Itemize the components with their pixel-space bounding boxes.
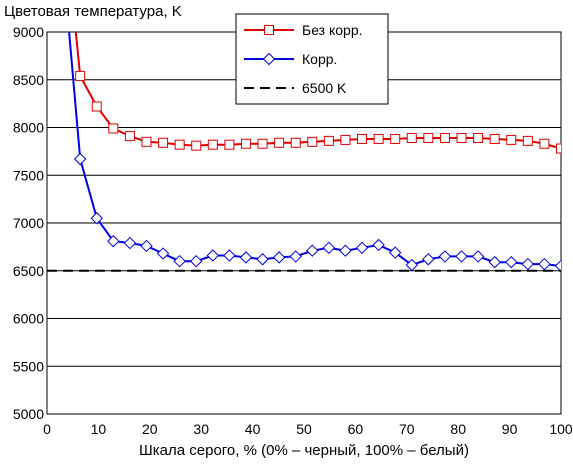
data-point <box>322 241 336 255</box>
chart-title: Цветовая температура, K <box>4 3 182 20</box>
data-point <box>108 123 119 134</box>
data-point <box>473 133 484 144</box>
x-tick-label: 70 <box>399 421 415 437</box>
data-point <box>538 257 551 271</box>
data-point <box>191 140 202 151</box>
x-tick-label: 10 <box>91 421 107 437</box>
y-tick-label: 8000 <box>13 120 44 136</box>
data-point <box>323 135 334 146</box>
data-point <box>423 133 434 144</box>
legend-item: Корр. <box>244 51 337 67</box>
data-point <box>439 133 450 144</box>
x-tick-label: 100 <box>549 421 573 437</box>
data-point <box>405 258 418 272</box>
series-layer <box>47 32 561 273</box>
data-point <box>355 241 369 255</box>
y-tick-label: 9000 <box>13 24 44 40</box>
y-tick-label: 7500 <box>13 167 44 183</box>
data-point <box>158 137 169 148</box>
data-point <box>488 255 501 269</box>
data-point <box>274 137 285 148</box>
data-point <box>156 247 170 260</box>
x-tick-label: 30 <box>193 421 209 437</box>
legend-label: 6500 K <box>302 80 347 96</box>
data-point <box>539 138 550 149</box>
y-axis-ticks: 5000 5500 6000 6500 7000 7500 8000 8500 9000 <box>13 24 44 422</box>
x-tick-label: 60 <box>348 421 364 437</box>
legend-label: Корр. <box>302 51 337 67</box>
data-point <box>141 136 152 147</box>
data-point <box>438 250 452 263</box>
legend-item: 6500 K <box>244 80 347 96</box>
data-point <box>140 239 153 253</box>
data-point <box>456 133 467 144</box>
data-point <box>75 70 86 81</box>
data-point <box>90 212 103 225</box>
x-tick-label: 50 <box>296 421 312 437</box>
y-tick-label: 5500 <box>13 358 44 374</box>
data-point <box>91 101 102 112</box>
series-1 <box>68 32 561 273</box>
legend-marker <box>262 52 276 66</box>
data-point <box>290 137 301 148</box>
data-point <box>388 246 402 259</box>
data-point <box>107 234 120 248</box>
y-tick-label: 6000 <box>13 311 44 327</box>
data-point <box>174 139 185 150</box>
data-point <box>124 131 135 142</box>
x-tick-label: 20 <box>142 421 158 437</box>
y-tick-label: 6500 <box>13 263 44 279</box>
legend-marker <box>264 25 274 35</box>
data-point <box>223 249 236 262</box>
x-tick-label: 80 <box>450 421 466 437</box>
data-point <box>340 134 351 145</box>
data-point <box>272 251 286 264</box>
legend: Без корр. Корр. 6500 K <box>235 13 389 105</box>
legend-label: Без корр. <box>302 22 363 38</box>
data-point <box>505 255 518 269</box>
data-point <box>339 244 352 257</box>
data-point <box>556 143 561 154</box>
data-point <box>239 251 253 264</box>
data-point <box>256 253 269 266</box>
data-point <box>224 139 235 150</box>
data-point <box>123 236 137 250</box>
data-point <box>554 259 561 273</box>
x-axis-label: Шкала серого, % (0% – черный, 100% – бел… <box>139 442 469 459</box>
data-point <box>455 250 468 263</box>
data-point <box>471 250 485 263</box>
data-point <box>422 253 435 266</box>
data-point <box>190 254 203 268</box>
y-tick-label: 8500 <box>13 72 44 88</box>
data-point <box>521 257 535 271</box>
data-point <box>307 136 318 147</box>
data-point <box>257 138 268 149</box>
data-point <box>489 133 500 144</box>
legend-item: Без корр. <box>244 22 363 38</box>
data-point <box>390 133 401 144</box>
data-point <box>357 133 368 144</box>
data-point <box>506 134 517 145</box>
data-point <box>207 139 218 150</box>
data-point <box>522 135 533 146</box>
data-point <box>406 133 417 144</box>
x-axis-ticks: 0 10 20 30 40 50 60 70 80 90 100 <box>43 421 573 437</box>
data-point <box>73 152 87 166</box>
data-point <box>372 238 385 252</box>
data-point <box>289 250 302 263</box>
x-tick-label: 0 <box>43 421 51 437</box>
y-tick-label: 5000 <box>13 406 44 422</box>
x-tick-label: 40 <box>245 421 261 437</box>
data-point <box>373 133 384 144</box>
x-tick-label: 90 <box>502 421 518 437</box>
data-point <box>206 249 220 262</box>
series-0 <box>74 32 561 154</box>
data-point <box>306 244 319 257</box>
y-tick-label: 7000 <box>13 215 44 231</box>
data-point <box>240 138 251 149</box>
data-point <box>173 254 186 268</box>
